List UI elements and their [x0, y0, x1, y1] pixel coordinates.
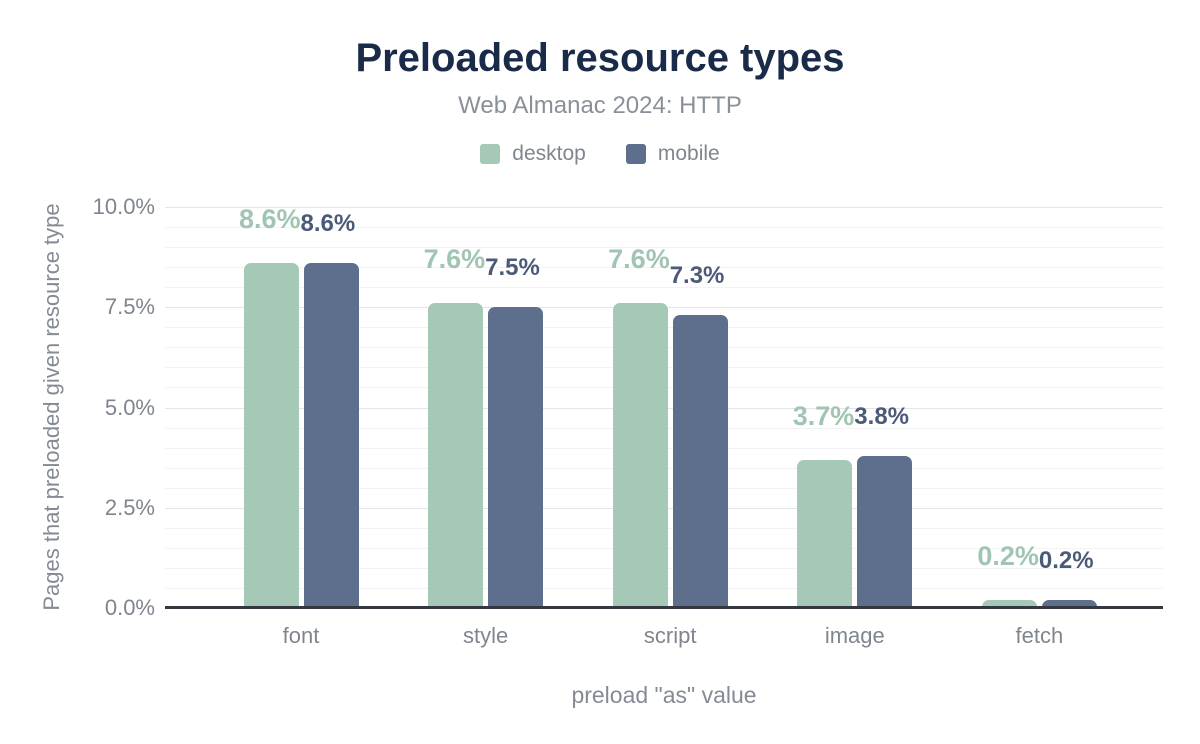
legend-label-mobile: mobile	[657, 142, 720, 165]
bar-desktop-style[interactable]	[428, 303, 484, 608]
bar-mobile-font[interactable]	[303, 263, 359, 608]
x-tick-label-image: image	[824, 623, 885, 648]
x-tick-label-fetch: fetch	[1015, 623, 1064, 648]
plot-area: 0.0% 2.5% 5.0% 7.5% 10.0% 8.6% 8.6% font 7.6% 7.5…	[93, 196, 1163, 648]
bar-label-desktop-fetch: 0.2%	[977, 540, 1039, 571]
x-tick-label-font: font	[282, 623, 320, 648]
bar-label-desktop-image: 3.7%	[792, 400, 855, 431]
bar-mobile-image[interactable]	[857, 455, 913, 608]
bar-desktop-fetch[interactable]	[981, 599, 1037, 608]
mobile-swatch-icon	[625, 144, 646, 164]
bar-label-mobile-style: 7.5%	[485, 254, 540, 282]
gridline-minor	[165, 267, 1163, 269]
y-axis-title: Pages that preloaded given resource type	[39, 203, 64, 611]
x-axis-title: preload "as" value	[571, 682, 757, 708]
x-axis-line	[165, 606, 1163, 609]
bar-label-desktop-style: 7.6%	[423, 244, 486, 275]
bar-label-desktop-script: 7.6%	[608, 244, 670, 275]
legend-item-mobile[interactable]: mobile	[625, 142, 720, 166]
chart-subtitle: Web Almanac 2024: HTTP	[458, 92, 742, 119]
y-tick-label: 10.0%	[92, 194, 155, 219]
bar-label-mobile-script: 7.3%	[669, 262, 725, 290]
y-tick-label: 2.5%	[104, 494, 155, 520]
bar-label-mobile-image: 3.8%	[854, 402, 909, 430]
legend-item-desktop[interactable]: desktop	[480, 142, 586, 166]
y-tick-label: 5.0%	[104, 394, 155, 420]
gridline-major	[165, 207, 1163, 208]
y-tick-label: 0.0%	[104, 595, 155, 620]
bar-mobile-fetch[interactable]	[1041, 599, 1097, 608]
x-tick-label-script: script	[643, 623, 697, 648]
bar-label-desktop-font: 8.6%	[238, 204, 301, 235]
gridline-minor	[165, 227, 1163, 229]
bar-desktop-image[interactable]	[797, 459, 853, 608]
gridline-minor	[165, 287, 1163, 289]
bar-label-mobile-fetch: 0.2%	[1038, 546, 1094, 574]
bar-mobile-script[interactable]	[672, 315, 728, 608]
legend: desktop mobile	[0, 142, 1200, 166]
x-tick-label-style: style	[462, 623, 509, 648]
chart-title: Preloaded resource types	[355, 36, 845, 80]
bar-mobile-style[interactable]	[488, 307, 544, 608]
bar-desktop-script[interactable]	[612, 303, 668, 608]
bar-label-mobile-font: 8.6%	[300, 210, 356, 238]
gridline-minor	[165, 247, 1163, 249]
desktop-swatch-icon	[480, 144, 501, 164]
y-tick-label: 7.5%	[104, 294, 155, 320]
bar-desktop-font[interactable]	[243, 263, 299, 608]
legend-label-desktop: desktop	[512, 142, 586, 165]
